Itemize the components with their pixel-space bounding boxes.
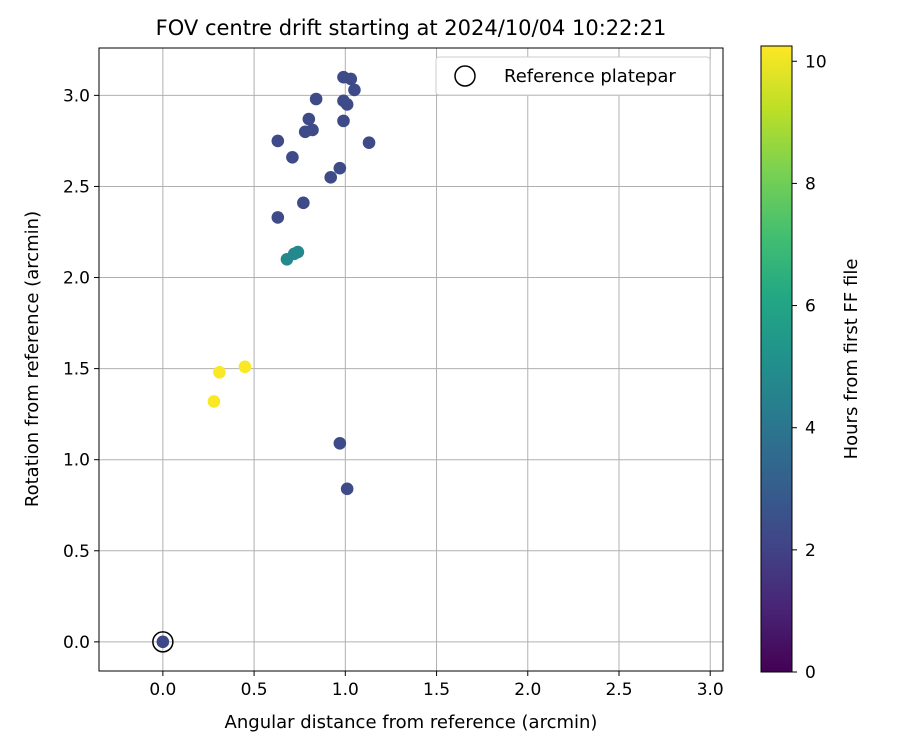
data-point (340, 98, 354, 111)
data-point (362, 136, 376, 150)
x-tick-label: 2.5 (605, 680, 632, 700)
data-point (309, 92, 323, 106)
data-point (271, 134, 285, 148)
colorbar-tick-label: 0 (805, 663, 816, 683)
colorbar-tick-label: 2 (805, 541, 816, 561)
legend-box (435, 56, 711, 96)
data-point (344, 72, 358, 86)
x-tick-label: 1.0 (332, 680, 359, 700)
colorbar-tick-label: 4 (805, 419, 816, 439)
data-point (156, 635, 170, 649)
data-point (238, 360, 252, 374)
colorbar-gradient (760, 45, 793, 673)
legend-marker-reference (454, 65, 476, 87)
data-point (280, 253, 294, 266)
data-point (291, 245, 305, 259)
y-axis-ticks: 0.0 0.5 1.0 1.5 2.0 2.5 3.0 (63, 86, 99, 653)
data-point (207, 395, 221, 408)
colorbar-ticks: 0 2 4 6 8 10 (792, 52, 827, 683)
legend-entry-reference: Reference platepar (504, 66, 676, 87)
data-point (324, 171, 338, 184)
colorbar-tick-label: 6 (805, 297, 816, 317)
chart-title: FOV centre drift starting at 2024/10/04 … (156, 16, 667, 40)
colorbar-tick-label: 8 (805, 174, 816, 194)
y-tick-label: 1.5 (63, 360, 90, 380)
x-axis-ticks: 0.0 0.5 1.0 1.5 2.0 2.5 3.0 (149, 671, 724, 700)
data-point (337, 114, 350, 128)
legend: Reference platepar (435, 56, 711, 96)
colorbar-label: Hours from first FF file (841, 259, 862, 460)
data-point (302, 112, 316, 126)
data-point (333, 436, 347, 450)
y-tick-label: 0.0 (63, 633, 90, 653)
data-point (286, 150, 299, 164)
colorbar-tick-label: 10 (805, 52, 827, 72)
data-point (340, 482, 354, 496)
x-tick-label: 0.5 (241, 680, 268, 700)
reference-platepar-marker (152, 631, 174, 653)
y-tick-label: 3.0 (63, 86, 90, 106)
data-point (297, 196, 310, 210)
plot-frame (98, 47, 724, 672)
data-point (306, 123, 319, 137)
x-tick-label: 1.5 (423, 680, 450, 700)
data-point (213, 365, 226, 379)
y-axis-label: Rotation from reference (arcmin) (22, 211, 43, 507)
y-tick-label: 2.0 (63, 269, 90, 289)
x-axis-label: Angular distance from reference (arcmin) (225, 712, 598, 733)
y-tick-label: 1.0 (63, 451, 90, 471)
x-tick-label: 2.0 (514, 680, 541, 700)
data-point (348, 83, 361, 97)
x-tick-label: 0.0 (149, 680, 176, 700)
y-tick-label: 0.5 (63, 542, 90, 562)
y-tick-label: 2.5 (63, 177, 90, 197)
scatter-points (152, 70, 376, 653)
colorbar: 0 2 4 6 8 10 Hours from first FF file (760, 45, 862, 683)
data-point (333, 161, 347, 175)
data-point (271, 211, 285, 224)
x-tick-label: 3.0 (697, 680, 724, 700)
grid-lines (99, 48, 723, 671)
